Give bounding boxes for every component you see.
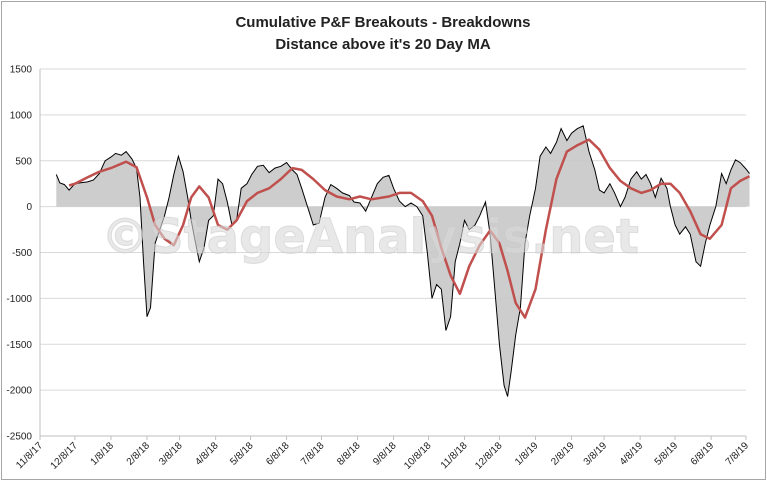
y-tick-label: -2000 (6, 386, 32, 397)
y-tick-label: 0 (26, 202, 32, 213)
y-tick-label: 500 (15, 156, 32, 167)
series-line (55, 125, 750, 397)
y-tick-label: 1500 (10, 65, 33, 76)
chart-subtitle: Distance above it's 20 Day MA (275, 36, 490, 53)
y-tick-label: -1500 (6, 340, 32, 351)
y-tick-label: -2500 (6, 432, 32, 443)
watermark: ©StageAnalysis.net (101, 209, 639, 265)
moving-average-line (68, 138, 751, 319)
y-tick-label: -1000 (6, 294, 32, 305)
y-tick-label: -500 (12, 248, 32, 259)
plot-area (55, 125, 751, 397)
y-tick-label: 1000 (10, 110, 33, 121)
area-fill (56, 125, 750, 397)
chart-title: Cumulative P&F Breakouts - Breakdowns (235, 14, 530, 31)
